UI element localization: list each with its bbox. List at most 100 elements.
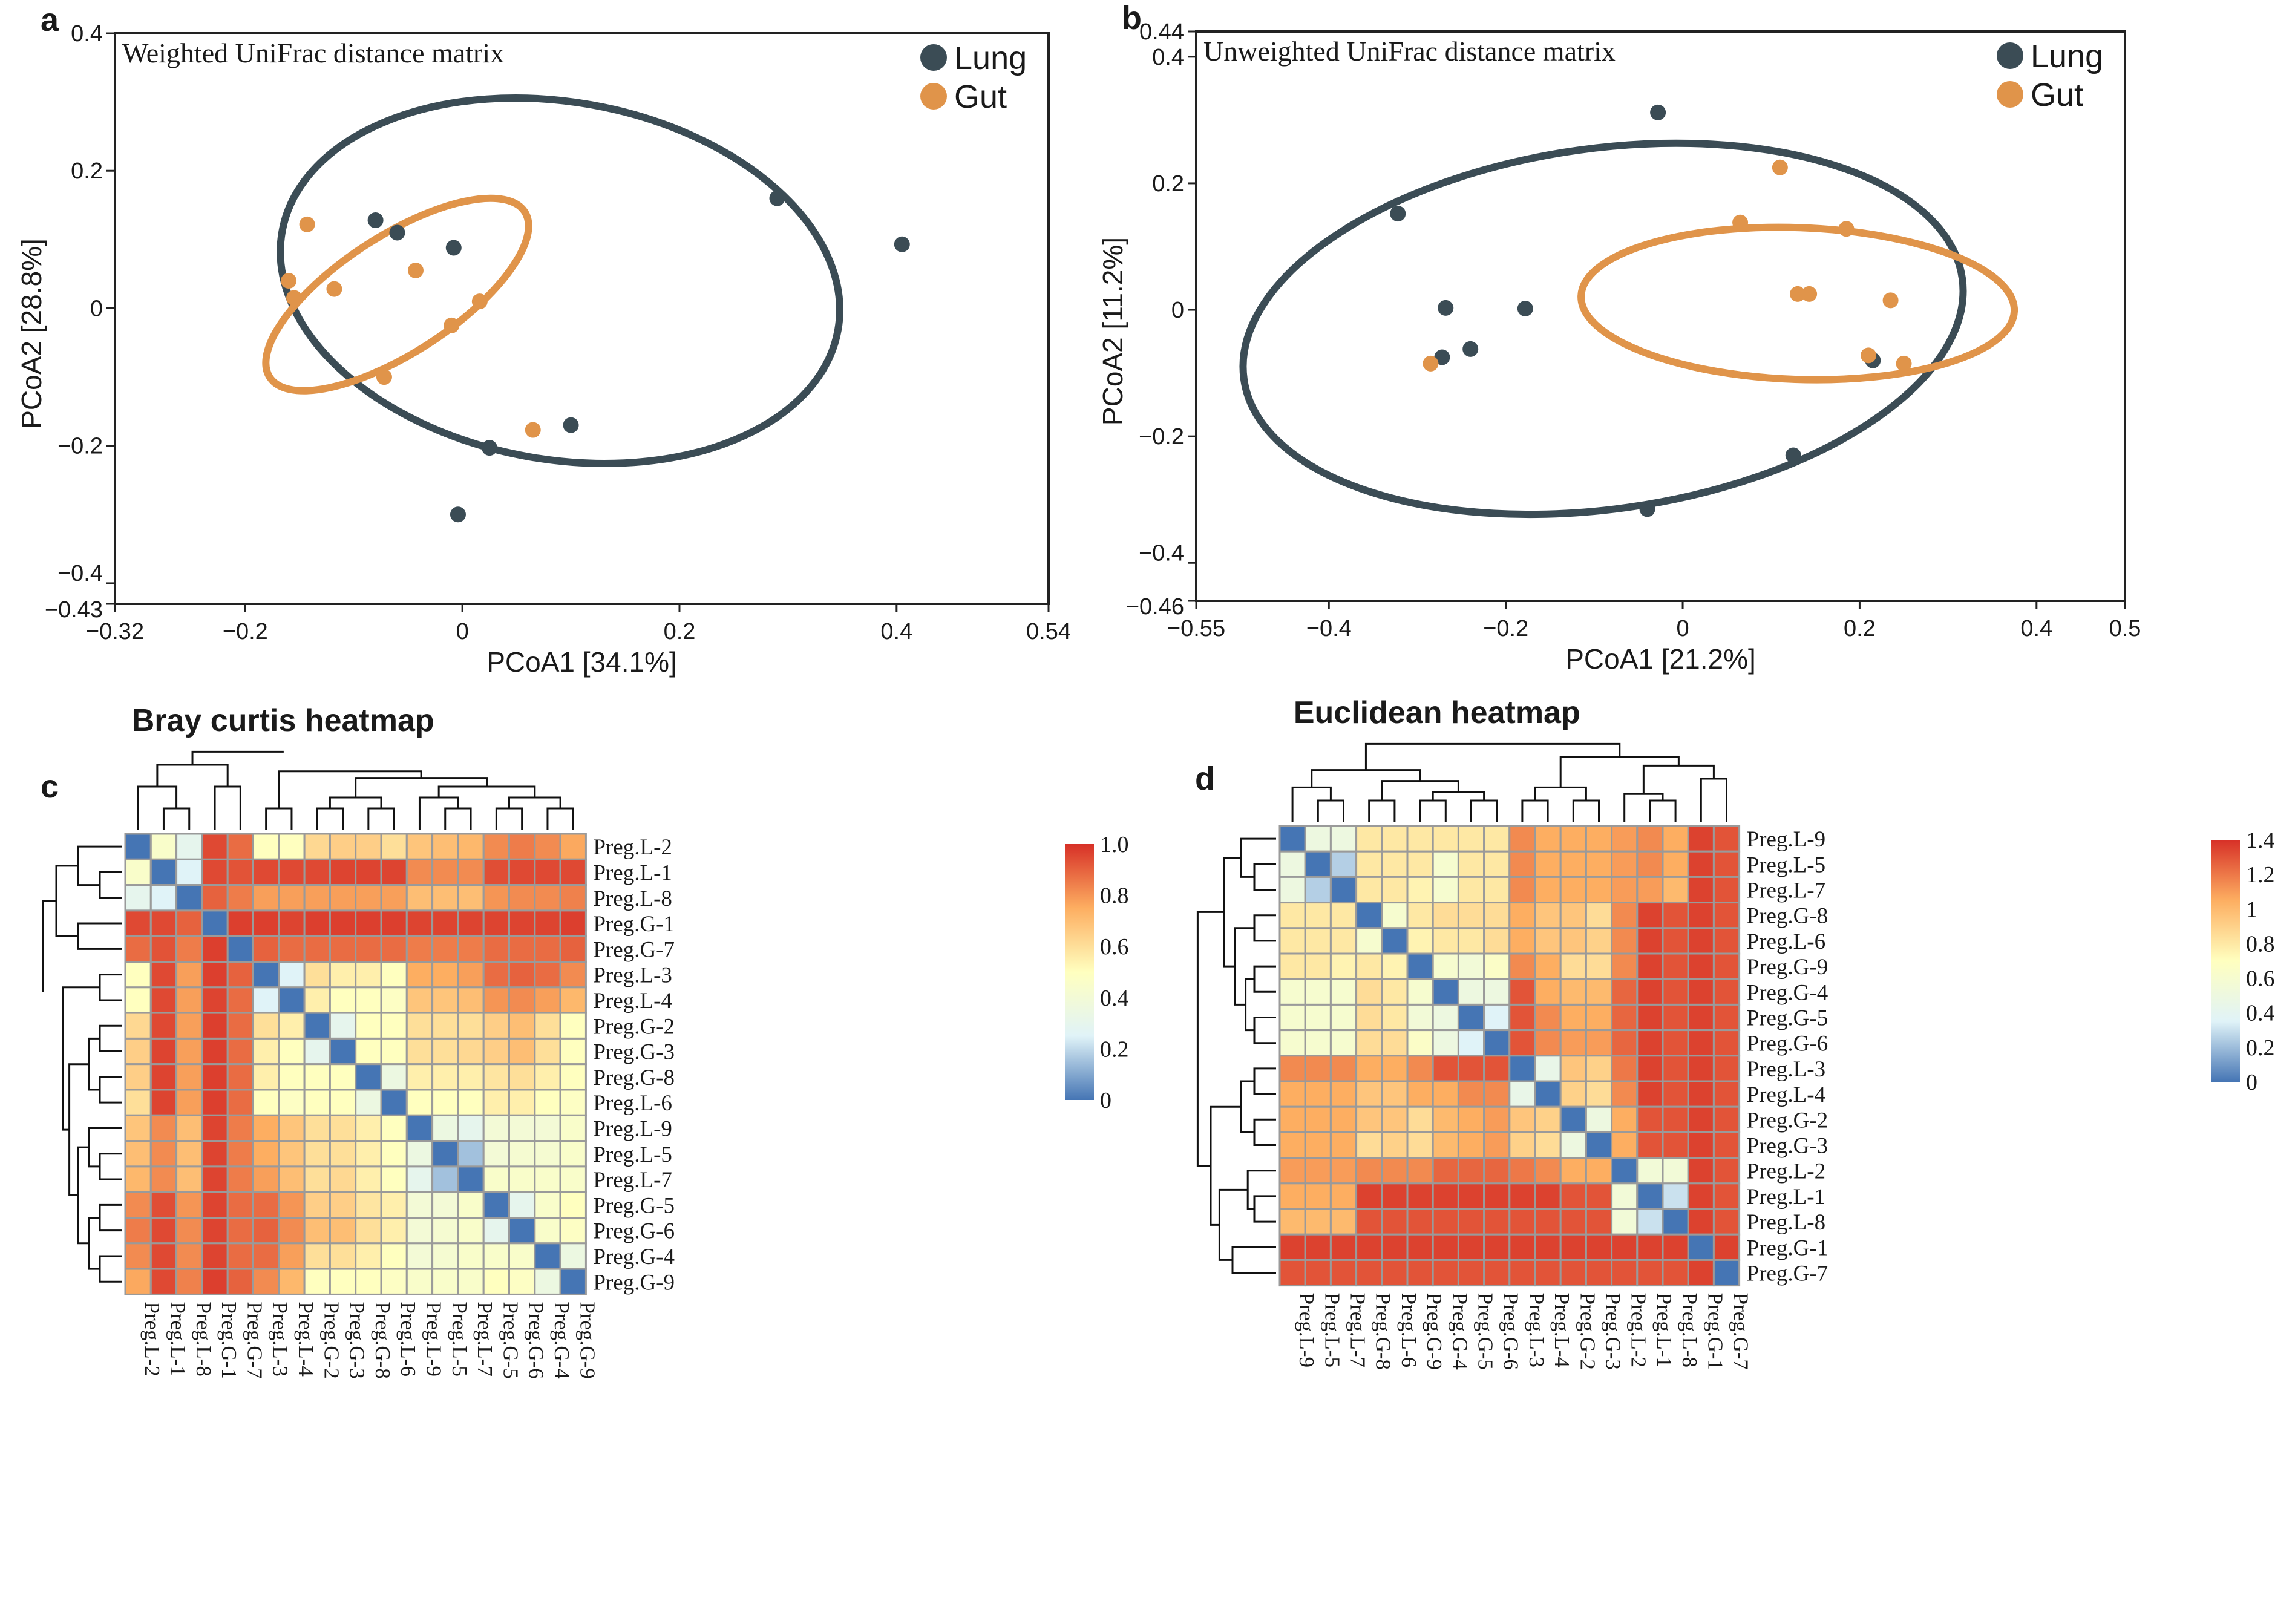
x-tick-label: −0.2 (223, 619, 268, 644)
heatmap-cell (252, 833, 280, 860)
heatmap-cell (201, 1012, 229, 1040)
heatmap-cell (303, 1242, 331, 1270)
heatmap-cell (303, 1217, 331, 1245)
heatmap-cell (1712, 1131, 1741, 1159)
dendrogram-branch (88, 1217, 100, 1270)
row-label: Preg.G-2 (1747, 1108, 1828, 1133)
row-label: Preg.L-1 (1747, 1185, 1826, 1210)
heatmap-cell (1406, 927, 1434, 955)
heatmap-cell (380, 858, 408, 886)
heatmap-cell (1278, 978, 1306, 1006)
heatmap-cell (431, 858, 459, 886)
heatmap-cell (1559, 876, 1587, 904)
heatmap-cell (380, 1063, 408, 1091)
heatmap-cell (1432, 1029, 1459, 1057)
heatmap-cell (278, 961, 306, 989)
heatmap-cell (1381, 876, 1409, 904)
heatmap-cell (1712, 1080, 1741, 1108)
heatmap-cell (201, 1037, 229, 1066)
data-point-lung (1650, 104, 1666, 120)
heatmap-cell (1278, 1003, 1306, 1032)
heatmap-cell (1406, 902, 1434, 929)
heatmap-cell (431, 935, 459, 963)
heatmap-cell (1457, 825, 1485, 853)
heatmap-cell (1534, 1259, 1562, 1287)
heatmap-cell (355, 935, 382, 963)
heatmap-cell (482, 1268, 511, 1295)
heatmap-cell (303, 961, 331, 989)
heatmap-cell (1406, 876, 1434, 904)
row-label: Preg.L-9 (593, 1116, 672, 1141)
heatmap-cell (175, 1268, 203, 1295)
heatmap-cell (405, 961, 434, 989)
heatmap-cell (1687, 1259, 1715, 1287)
heatmap-cell (149, 833, 178, 860)
heatmap-cell (329, 1089, 357, 1116)
heatmap-cell (278, 1191, 306, 1219)
row-label: Preg.G-7 (593, 937, 675, 962)
heatmap-cell (1355, 1233, 1383, 1261)
x-tick-label: −0.55 (1167, 616, 1225, 641)
heatmap-cell (1329, 1003, 1358, 1032)
y-tick-label: −0.2 (1139, 424, 1184, 450)
heatmap-cell (508, 1012, 536, 1040)
heatmap-cell (175, 1063, 203, 1091)
heatmap-cell (1559, 1157, 1587, 1185)
dendrogram-branch (1223, 857, 1242, 968)
heatmap-cell (252, 1089, 280, 1116)
heatmap-cell (405, 909, 434, 937)
heatmap-cell (226, 1191, 255, 1219)
column-label: Preg.G-2 (1576, 1293, 1599, 1370)
heatmap-cell (355, 884, 382, 912)
heatmap-cell (508, 833, 536, 860)
heatmap-cell (457, 961, 485, 989)
heatmap-cell (1381, 1003, 1409, 1032)
heatmap-cell (1611, 850, 1639, 878)
heatmap-cell (355, 1268, 382, 1295)
x-tick-label: 0.2 (664, 619, 696, 644)
heatmap-cell (534, 1140, 561, 1168)
heatmap-cell (1559, 850, 1587, 878)
heatmap-cell (431, 1140, 459, 1168)
heatmap-cell (1432, 1055, 1459, 1082)
heatmap-cell (303, 858, 331, 886)
heatmap-cell (1304, 1259, 1332, 1287)
heatmap-cell (457, 1114, 485, 1142)
heatmap-cell (508, 1140, 536, 1168)
heatmap-cell (405, 1242, 434, 1270)
heatmap-cell (457, 986, 485, 1014)
heatmap-cell (1712, 1259, 1741, 1287)
column-label: Preg.L-1 (1652, 1293, 1676, 1367)
x-tick-label: −0.2 (1483, 616, 1528, 641)
row-label: Preg.G-3 (593, 1040, 675, 1065)
y-tick-label: 0.2 (1152, 171, 1184, 197)
heatmap-cell (175, 1242, 203, 1270)
heatmap-cell (278, 986, 306, 1014)
heatmap-cell (1687, 1182, 1715, 1210)
data-point-lung (367, 212, 384, 229)
heatmap-cell (1304, 1157, 1332, 1185)
column-label: Preg.G-8 (371, 1301, 395, 1378)
x-tick-label: 0.4 (2020, 616, 2052, 641)
heatmap-cell (559, 909, 587, 937)
row-label: Preg.G-5 (1747, 1006, 1828, 1031)
heatmap-cell (1483, 1080, 1511, 1108)
heatmap-cell (1381, 1080, 1409, 1108)
heatmap-cell (1432, 1105, 1459, 1133)
heatmap-cell (149, 1140, 178, 1168)
heatmap-cell (1534, 850, 1562, 878)
dendrogram-branch (99, 1024, 122, 1053)
heatmap-cell (1278, 1029, 1306, 1057)
chart-title: Weighted UniFrac distance matrix (122, 38, 504, 68)
legend-label-gut: Gut (954, 79, 1007, 115)
data-point-gut (286, 290, 303, 306)
legend-label-gut: Gut (2031, 77, 2083, 113)
y-tick-label: 0.2 (71, 159, 103, 184)
chart-title: Euclidean heatmap (1294, 695, 1580, 730)
heatmap-cell (482, 1114, 511, 1142)
heatmap-cell (1457, 1080, 1485, 1108)
colorbar (2211, 840, 2240, 1082)
heatmap-cell (431, 986, 459, 1014)
heatmap-cell (201, 986, 229, 1014)
